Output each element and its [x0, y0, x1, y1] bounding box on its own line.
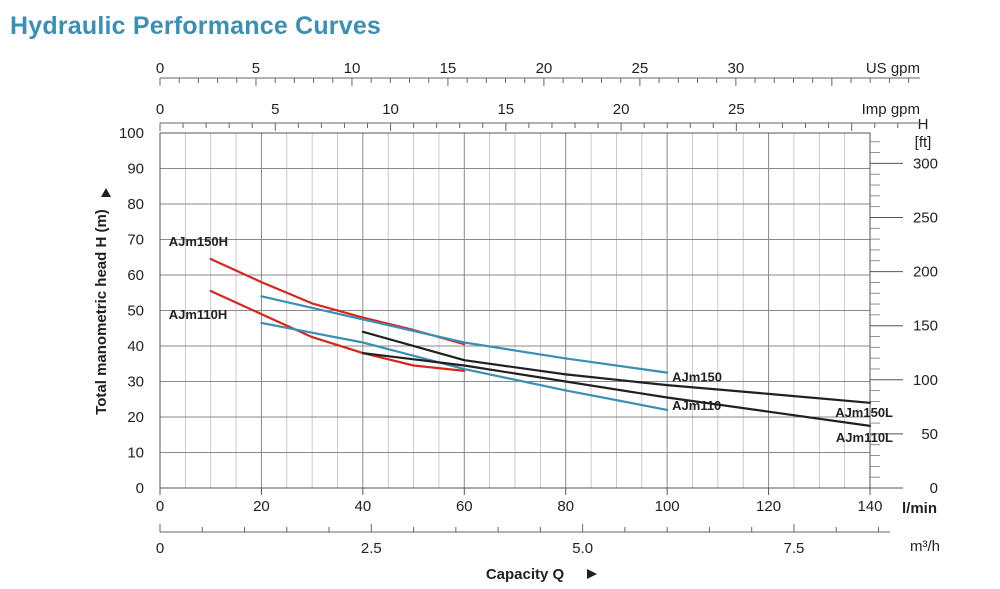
top-tick-label: 20 [536, 60, 553, 77]
curves [209, 257, 872, 427]
y-tick-label: 30 [127, 374, 144, 391]
x-tick-label: 60 [456, 498, 473, 515]
curve-label-ajm110l: AJm110L [836, 430, 893, 445]
y-tick-label: 20 [127, 409, 144, 426]
y-axis-arrow-icon [101, 188, 111, 197]
top-tick-label: 20 [613, 101, 630, 118]
curve-ajm150l [361, 330, 872, 404]
curve-label-ajm150: AJm150 [672, 370, 722, 385]
right-tick-label: 100 [913, 372, 938, 389]
axis-titles: Total manometric head H (m) Capacity Q [93, 188, 597, 583]
y-tick-label: 100 [119, 125, 144, 142]
right-tick-label: 150 [913, 318, 938, 335]
plot-frame [159, 132, 871, 489]
y-tick-label: 0 [136, 480, 144, 497]
x-tick-label: 140 [857, 498, 882, 515]
x-unit-label: l/min [902, 500, 937, 517]
top-tick-label: 10 [382, 101, 399, 118]
top-tick-label: 15 [440, 60, 457, 77]
top-tick-label: 0 [156, 60, 164, 77]
x-tick-label: 20 [253, 498, 270, 515]
grid [159, 132, 871, 489]
curve-label-ajm150l: AJm150L [835, 405, 893, 420]
x-axis-title: Capacity Q [486, 566, 565, 583]
curve-ajm110l [361, 352, 872, 427]
right-tick-label: 250 [913, 209, 938, 226]
curve-labels: AJm150H AJm110H AJm150 AJm110 AJm150L AJm110L [169, 234, 893, 445]
y-tick-label: 50 [127, 303, 144, 320]
m3h-tick-label: 7.5 [784, 540, 805, 557]
curve-label-ajm150h: AJm150H [169, 234, 228, 249]
x-tick-label: 0 [156, 498, 164, 515]
m3h-tick-label: 5.0 [572, 540, 593, 557]
x-tick-label: 40 [355, 498, 372, 515]
top-tick-label: 30 [728, 60, 745, 77]
page-title: Hydraulic Performance Curves [10, 12, 382, 40]
x-axis-arrow-icon [587, 569, 597, 579]
curve-label-ajm110: AJm110 [672, 398, 721, 413]
right-axis-label-h: H [918, 116, 929, 133]
top-axis-unit: Imp gpm [862, 101, 920, 118]
top-tick-label: 10 [344, 60, 361, 77]
right-tick-label: 50 [921, 426, 938, 443]
x-tick-label: 120 [756, 498, 781, 515]
right-tick-label: 300 [913, 155, 938, 172]
top-tick-label: 25 [632, 60, 649, 77]
curve-label-ajm110h: AJm110H [169, 307, 228, 322]
top-tick-label: 25 [728, 101, 745, 118]
right-axis-label-ft: [ft] [915, 134, 932, 151]
curve-ajm150 [260, 295, 669, 374]
top-axis-unit: US gpm [866, 60, 920, 77]
y-axis-title: Total manometric head H (m) [93, 209, 110, 415]
top-tick-label: 15 [497, 101, 514, 118]
m3h-tick-label: 0 [156, 540, 164, 557]
y-tick-label: 80 [127, 196, 144, 213]
curve-ajm110h [209, 289, 466, 372]
y-tick-label: 90 [127, 161, 144, 178]
y-tick-label: 70 [127, 232, 144, 249]
top-tick-label: 0 [156, 101, 164, 118]
top-tick-label: 5 [271, 101, 279, 118]
right-tick-label: 0 [930, 480, 938, 497]
right-tick-label: 200 [913, 264, 938, 281]
curve-ajm110 [260, 321, 669, 411]
top-tick-label: 5 [252, 60, 260, 77]
x-tick-label: 100 [655, 498, 680, 515]
y-tick-label: 10 [127, 445, 144, 462]
plot-border [159, 132, 871, 489]
m3h-tick-label: 2.5 [361, 540, 382, 557]
x-tick-label: 80 [557, 498, 574, 515]
m3h-unit-label: m³/h [910, 538, 940, 555]
y-tick-label: 60 [127, 267, 144, 284]
y-tick-label: 40 [127, 338, 144, 355]
